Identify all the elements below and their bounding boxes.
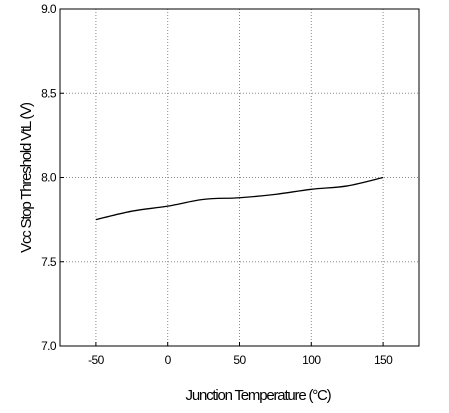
- x-tick-label: 150: [374, 353, 393, 367]
- x-tick-label: -50: [88, 353, 104, 367]
- y-tick-label: 8.5: [41, 86, 57, 100]
- x-tick-label: 0: [165, 353, 172, 367]
- y-tick-label: 7.5: [41, 255, 57, 269]
- x-axis-title: Junction Temperature (°C): [186, 387, 332, 404]
- y-tick-label: 9.0: [41, 2, 57, 16]
- y-tick-label: 8.0: [41, 171, 57, 185]
- series-line: [95, 176, 384, 221]
- series-layer: [95, 176, 384, 221]
- plot-frame: [59, 8, 420, 347]
- x-tick-labels: -50 0 50 100 150: [88, 353, 394, 367]
- x-tick-label: 100: [302, 353, 321, 367]
- grid-layer: [60, 9, 419, 346]
- x-tick-label: 50: [233, 353, 246, 367]
- y-axis-title: Vcc Stop Threshold VtL (V): [18, 102, 35, 253]
- y-tick-label: 7.0: [41, 339, 57, 353]
- y-tick-labels: 7.0 7.5 8.0 8.5 9.0: [41, 2, 57, 353]
